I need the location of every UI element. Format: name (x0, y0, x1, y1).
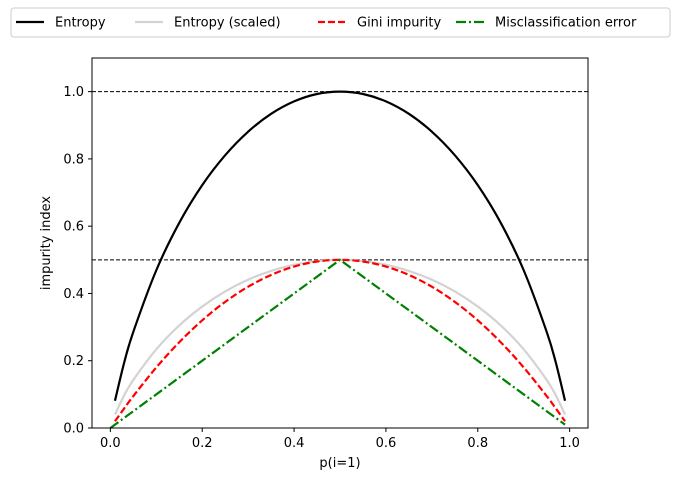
y-tick-label: 1.0 (63, 85, 84, 100)
y-tick-label: 0.8 (63, 152, 84, 167)
series-line-entropy-scaled (113, 258, 567, 416)
series-line-gini-impurity (114, 258, 566, 422)
x-tick-label: 0.0 (100, 436, 121, 451)
legend: Entropy Entropy (scaled) Gini impurity Misc… (10, 7, 671, 38)
y-axis: 0.0 0.2 0.4 0.6 0.8 1.0 (63, 85, 92, 437)
legend-label-entropy-scaled: Entropy (scaled) (174, 16, 281, 31)
series-layer (109, 90, 567, 429)
legend-label-misclassification-error: Misclassification error (495, 16, 637, 31)
x-tick-label: 0.2 (192, 436, 213, 451)
legend-label-entropy: Entropy (55, 16, 106, 31)
reference-lines (92, 91, 588, 261)
series-line-entropy (113, 90, 567, 402)
y-tick-label: 0.4 (63, 287, 84, 302)
series-line-misclassification-error (109, 258, 566, 429)
plot-frame (91, 57, 589, 429)
legend-label-gini-impurity: Gini impurity (357, 16, 441, 31)
x-tick-label: 0.4 (284, 436, 305, 451)
y-tick-label: 0.2 (63, 354, 84, 369)
x-tick-label: 0.8 (467, 436, 488, 451)
y-axis-label: impurity index (39, 196, 54, 291)
y-tick-label: 0.6 (63, 220, 84, 235)
x-tick-label: 0.6 (376, 436, 397, 451)
x-axis-label: p(i=1) (319, 456, 360, 471)
y-tick-label: 0.0 (63, 422, 84, 437)
x-axis: 0.0 0.2 0.4 0.6 0.8 1.0 (100, 428, 580, 451)
x-tick-label: 1.0 (559, 436, 580, 451)
